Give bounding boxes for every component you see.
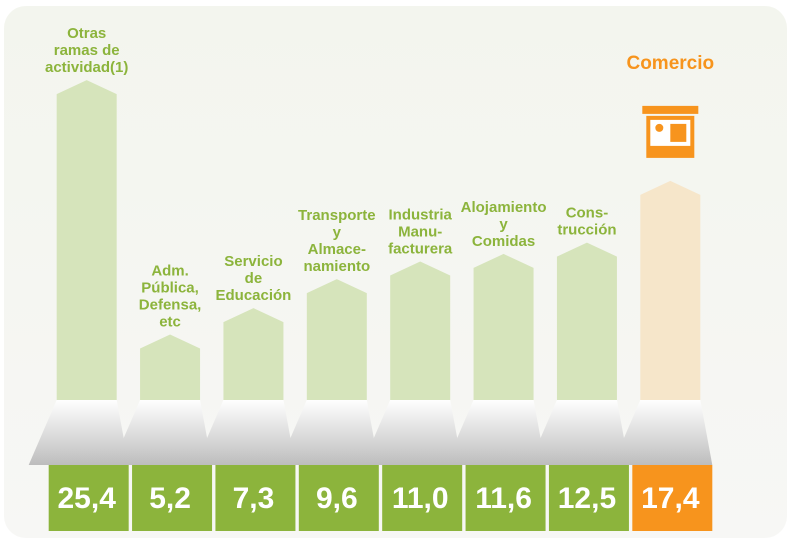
category-label: Cons- (566, 205, 609, 222)
icon-shelf (670, 123, 687, 142)
bar (223, 308, 284, 400)
reflection (278, 400, 379, 465)
value-box (382, 465, 463, 531)
value-box (548, 465, 629, 531)
reflection (612, 400, 713, 465)
category-label: Educación (216, 287, 292, 304)
value-label: 11,6 (475, 482, 532, 515)
value-label: 25,4 (57, 482, 116, 515)
category-label: Almace- (308, 241, 366, 258)
value-box (132, 465, 213, 531)
category-label: y (499, 216, 508, 233)
reflection (112, 400, 213, 465)
category-label: Adm. (151, 263, 189, 280)
value-box (48, 465, 129, 531)
value-label: 17,4 (641, 482, 700, 515)
reflection (28, 400, 129, 465)
bar (640, 180, 701, 400)
category-label: Otras (67, 25, 106, 42)
category-label: facturera (388, 240, 453, 257)
category-label: trucción (557, 222, 616, 239)
category-label: namiento (303, 258, 370, 275)
reflection (445, 400, 546, 465)
value-label: 11,0 (392, 482, 449, 515)
value-label: 12,5 (558, 482, 616, 515)
icon-person (655, 123, 664, 132)
category-label: de (245, 270, 263, 287)
category-label: y (333, 224, 342, 241)
category-label: Comidas (472, 233, 535, 250)
bar (556, 242, 617, 400)
value-box (298, 465, 379, 531)
icon-roof (642, 105, 699, 114)
value-box (215, 465, 296, 531)
category-label: Servicio (224, 253, 282, 270)
bar (306, 279, 367, 400)
category-label: Alojamiento (461, 199, 547, 216)
value-box (632, 465, 713, 531)
category-label: Industria (389, 206, 453, 223)
reflection (362, 400, 463, 465)
category-label: actividad(1) (45, 59, 128, 76)
category-label: Manu- (398, 223, 442, 240)
value-label: 7,3 (233, 482, 275, 515)
value-label: 5,2 (149, 482, 191, 515)
reflection (528, 400, 629, 465)
comercio-icon (642, 105, 699, 158)
category-label: etc (159, 314, 181, 331)
bar (140, 334, 201, 400)
bar (390, 261, 451, 400)
category-label: Pública, (141, 280, 199, 297)
category-label: Transporte (298, 207, 376, 224)
category-label: ramas de (54, 42, 120, 59)
reflection (195, 400, 296, 465)
value-box (465, 465, 546, 531)
value-label: 9,6 (316, 482, 358, 515)
bar (56, 80, 117, 401)
category-label: Defensa, (139, 297, 202, 314)
category-label: Comercio (626, 53, 714, 74)
bar (473, 253, 534, 400)
